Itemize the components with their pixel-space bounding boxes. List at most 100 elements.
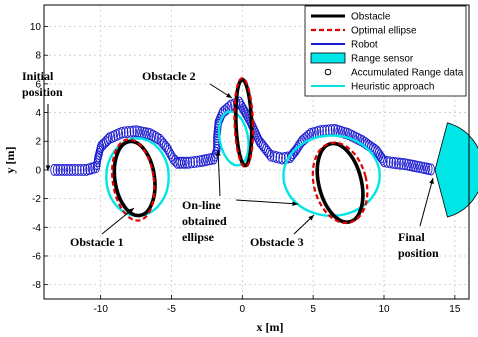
annotation-arrowhead (226, 93, 232, 98)
x-tick-label: -10 (93, 304, 108, 315)
annotation-arrowhead (308, 215, 314, 221)
legend-label: Robot (351, 40, 378, 51)
annotations: Initial position Obstacle 2 Obstacle 1 On-li… (22, 69, 439, 260)
range-sensor (434, 122, 478, 218)
robot-marker (267, 149, 275, 162)
robot-marker (52, 163, 61, 176)
y-tick-label: 4 (35, 108, 41, 119)
robot-marker (418, 161, 426, 174)
x-tick-label: 5 (310, 304, 316, 315)
plot-frame (43, 4, 470, 300)
optimal-ellipse-3 (311, 141, 369, 225)
annotation-arrow (217, 149, 221, 197)
robot-marker (240, 105, 249, 118)
robot-marker (60, 163, 69, 176)
robot-marker (80, 163, 88, 176)
y-tick-label: -6 (32, 251, 41, 262)
robot-marker (118, 126, 126, 139)
robot-marker (253, 130, 261, 143)
obstacle-2 (234, 77, 254, 168)
robot-marker (187, 156, 195, 169)
legend-swatch (310, 52, 346, 64)
robot-marker (393, 157, 402, 170)
legend-swatch (324, 68, 332, 76)
robot-marker (103, 134, 112, 147)
robot-marker (58, 163, 66, 176)
robot-marker (121, 126, 129, 139)
robot-marker (108, 131, 116, 144)
robot-marker (422, 162, 431, 175)
obstacles (112, 77, 365, 224)
robot-marker (238, 100, 246, 113)
robot-marker (71, 163, 79, 176)
annotation-text: obtained (182, 214, 227, 228)
annotation-text: Final (398, 230, 425, 244)
robot-marker (275, 151, 283, 164)
annotation-text: On-line (182, 198, 221, 212)
annotation-arrowhead (45, 165, 51, 171)
robot-marker (169, 152, 177, 165)
annotation-arrowhead (128, 208, 134, 214)
robot-marker (411, 160, 419, 173)
robot-marker (239, 103, 247, 115)
robot-marker (396, 157, 404, 170)
robot-marker (380, 155, 388, 168)
robot-marker (203, 153, 211, 166)
y-tick-label: -4 (32, 223, 41, 234)
annotation-arrow (101, 207, 135, 235)
y-tick-label: 6 (35, 79, 41, 90)
robot-marker (129, 125, 137, 138)
annotation-arrow (419, 177, 434, 227)
y-tick-label: 10 (30, 22, 42, 33)
range-sensor-sector (434, 122, 478, 218)
robot-marker (193, 155, 201, 168)
legend-box (304, 5, 467, 97)
robot-marker (77, 163, 85, 176)
robot-marker (383, 155, 391, 168)
optimal-ellipse-2 (233, 77, 255, 169)
robot-marker (425, 163, 433, 175)
robot-marker (132, 125, 140, 138)
robot-marker (105, 132, 113, 145)
robot-marker (134, 125, 143, 138)
robot-marker (184, 156, 193, 169)
robot-marker (420, 162, 428, 174)
optimal-ellipses (111, 77, 369, 225)
x-axis-label: x [m] (257, 320, 284, 334)
robot-marker (200, 154, 209, 167)
robot-marker (180, 156, 188, 169)
axes: -10 -5 0 5 10 15 -8 -6 -4 -2 0 2 4 6 8 10 (30, 4, 470, 315)
legend-label: Accumulated Range data (351, 68, 464, 79)
robot-marker (74, 163, 82, 176)
robot-marker (378, 153, 387, 166)
annotation-text: position (398, 246, 439, 260)
robot-marker (115, 127, 124, 140)
robot-marker (63, 163, 71, 176)
annotation-arrowhead (429, 178, 434, 184)
robot-marker (126, 125, 135, 138)
robot-marker (190, 156, 198, 168)
x-tick-label: 0 (240, 304, 246, 315)
legend-label: Heuristic approach (351, 82, 434, 93)
robot-marker (406, 159, 414, 172)
annotation-text: position (22, 85, 63, 99)
x-tick-label: 15 (449, 304, 461, 315)
optimal-ellipse-1 (111, 138, 156, 222)
annotation-text: ellipse (182, 230, 215, 244)
y-tick-label: 8 (35, 51, 41, 62)
robot-marker (388, 156, 397, 169)
robot-marker (391, 157, 399, 169)
x-tick-label: 10 (378, 304, 390, 315)
annotation-text: Initial (22, 69, 54, 83)
robot-marker (55, 163, 63, 176)
legend: Obstacle Optimal ellipse Robot Range sensor… (304, 5, 467, 97)
annotation-text: Obstacle 3 (250, 235, 304, 249)
robot-marker (196, 155, 204, 168)
robot-marker (415, 161, 424, 174)
obstacle-3 (315, 141, 365, 224)
robot-marker (85, 163, 93, 176)
robot-marker (182, 156, 190, 169)
robot-marker (66, 163, 74, 176)
robot-marker (403, 158, 412, 171)
